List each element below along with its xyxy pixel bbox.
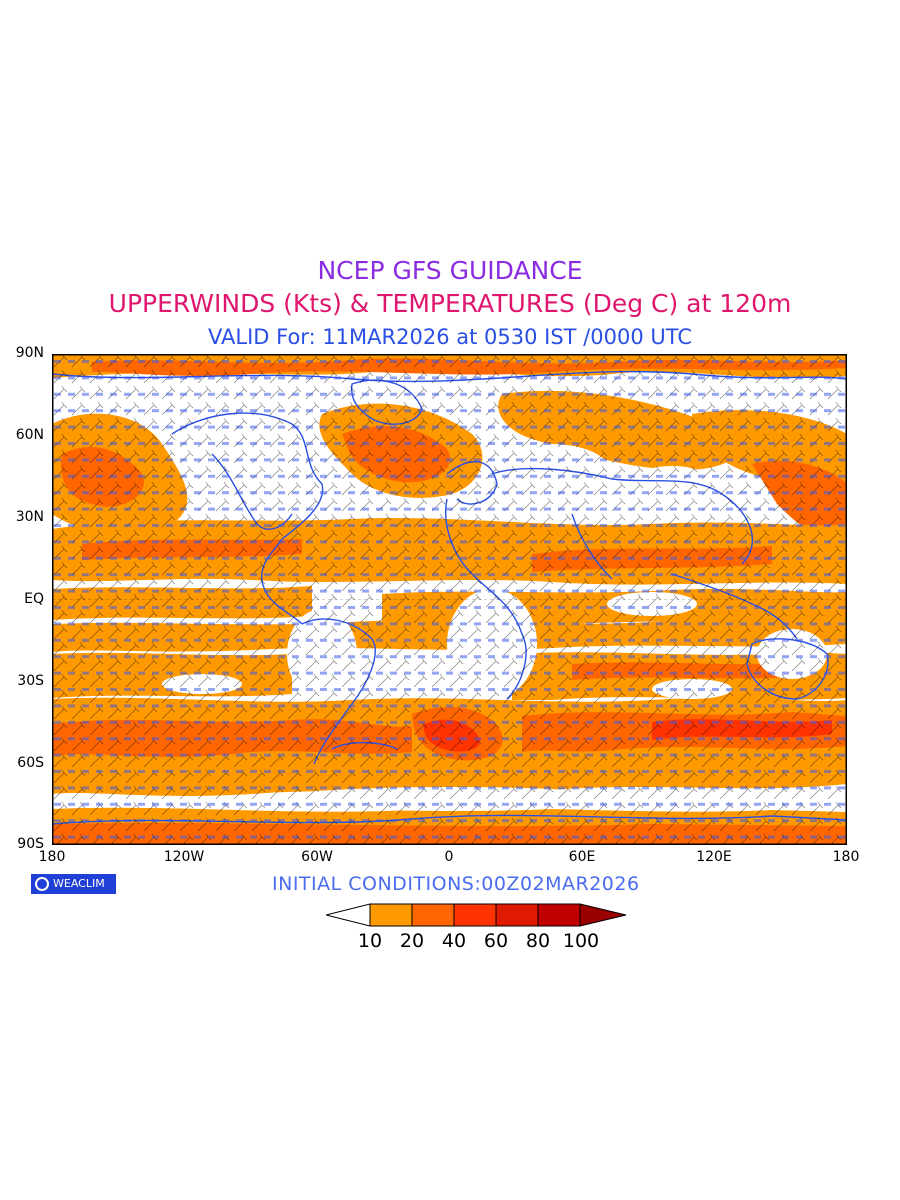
lon-label-180w: 180 — [38, 849, 66, 865]
lon-label-60e: 60E — [568, 849, 596, 865]
cbar-swatch-80-100 — [537, 903, 581, 927]
cbar-label-20: 20 — [399, 930, 425, 952]
weaclim-logo-text: WEACLIM — [53, 877, 105, 890]
lon-label-120w: 120W — [163, 849, 205, 865]
lat-label-60s: 60S — [17, 755, 44, 771]
cbar-label-40: 40 — [441, 930, 467, 952]
lon-label-180e: 180 — [832, 849, 860, 865]
title-line-3: VALID For: 11MAR2026 at 0530 IST /0000 U… — [208, 325, 692, 349]
title-line-2: UPPERWINDS (Kts) & TEMPERATURES (Deg C) … — [108, 289, 792, 318]
cbar-upper-triangle — [579, 903, 627, 927]
cbar-label-80: 80 — [525, 930, 551, 952]
lat-label-eq: EQ — [24, 591, 44, 607]
lat-label-60n: 60N — [15, 427, 44, 443]
cbar-label-60: 60 — [483, 930, 509, 952]
lat-label-30n: 30N — [15, 509, 44, 525]
color-bar — [326, 903, 627, 927]
lat-label-30s: 30S — [17, 673, 44, 689]
wind-temperature-map — [52, 354, 847, 845]
cbar-lower-triangle — [326, 903, 371, 927]
lat-label-90s: 90S — [17, 836, 44, 852]
initial-conditions: INITIAL CONDITIONS:00Z02MAR2026 — [272, 873, 640, 895]
cbar-label-10: 10 — [357, 930, 383, 952]
lat-label-90n: 90N — [15, 345, 44, 361]
cbar-swatch-10-20 — [369, 903, 413, 927]
lon-label-0: 0 — [444, 849, 454, 865]
cbar-label-100: 100 — [562, 930, 600, 952]
lon-label-120e: 120E — [696, 849, 732, 865]
cbar-swatch-20-40 — [411, 903, 455, 927]
weaclim-logo: WEACLIM — [31, 874, 116, 894]
temperature-labels — [52, 354, 847, 845]
cbar-swatch-60-80 — [495, 903, 539, 927]
cbar-swatch-40-60 — [453, 903, 497, 927]
title-line-1: NCEP GFS GUIDANCE — [317, 256, 583, 285]
lon-label-60w: 60W — [301, 849, 333, 865]
weaclim-logo-icon — [35, 877, 49, 891]
